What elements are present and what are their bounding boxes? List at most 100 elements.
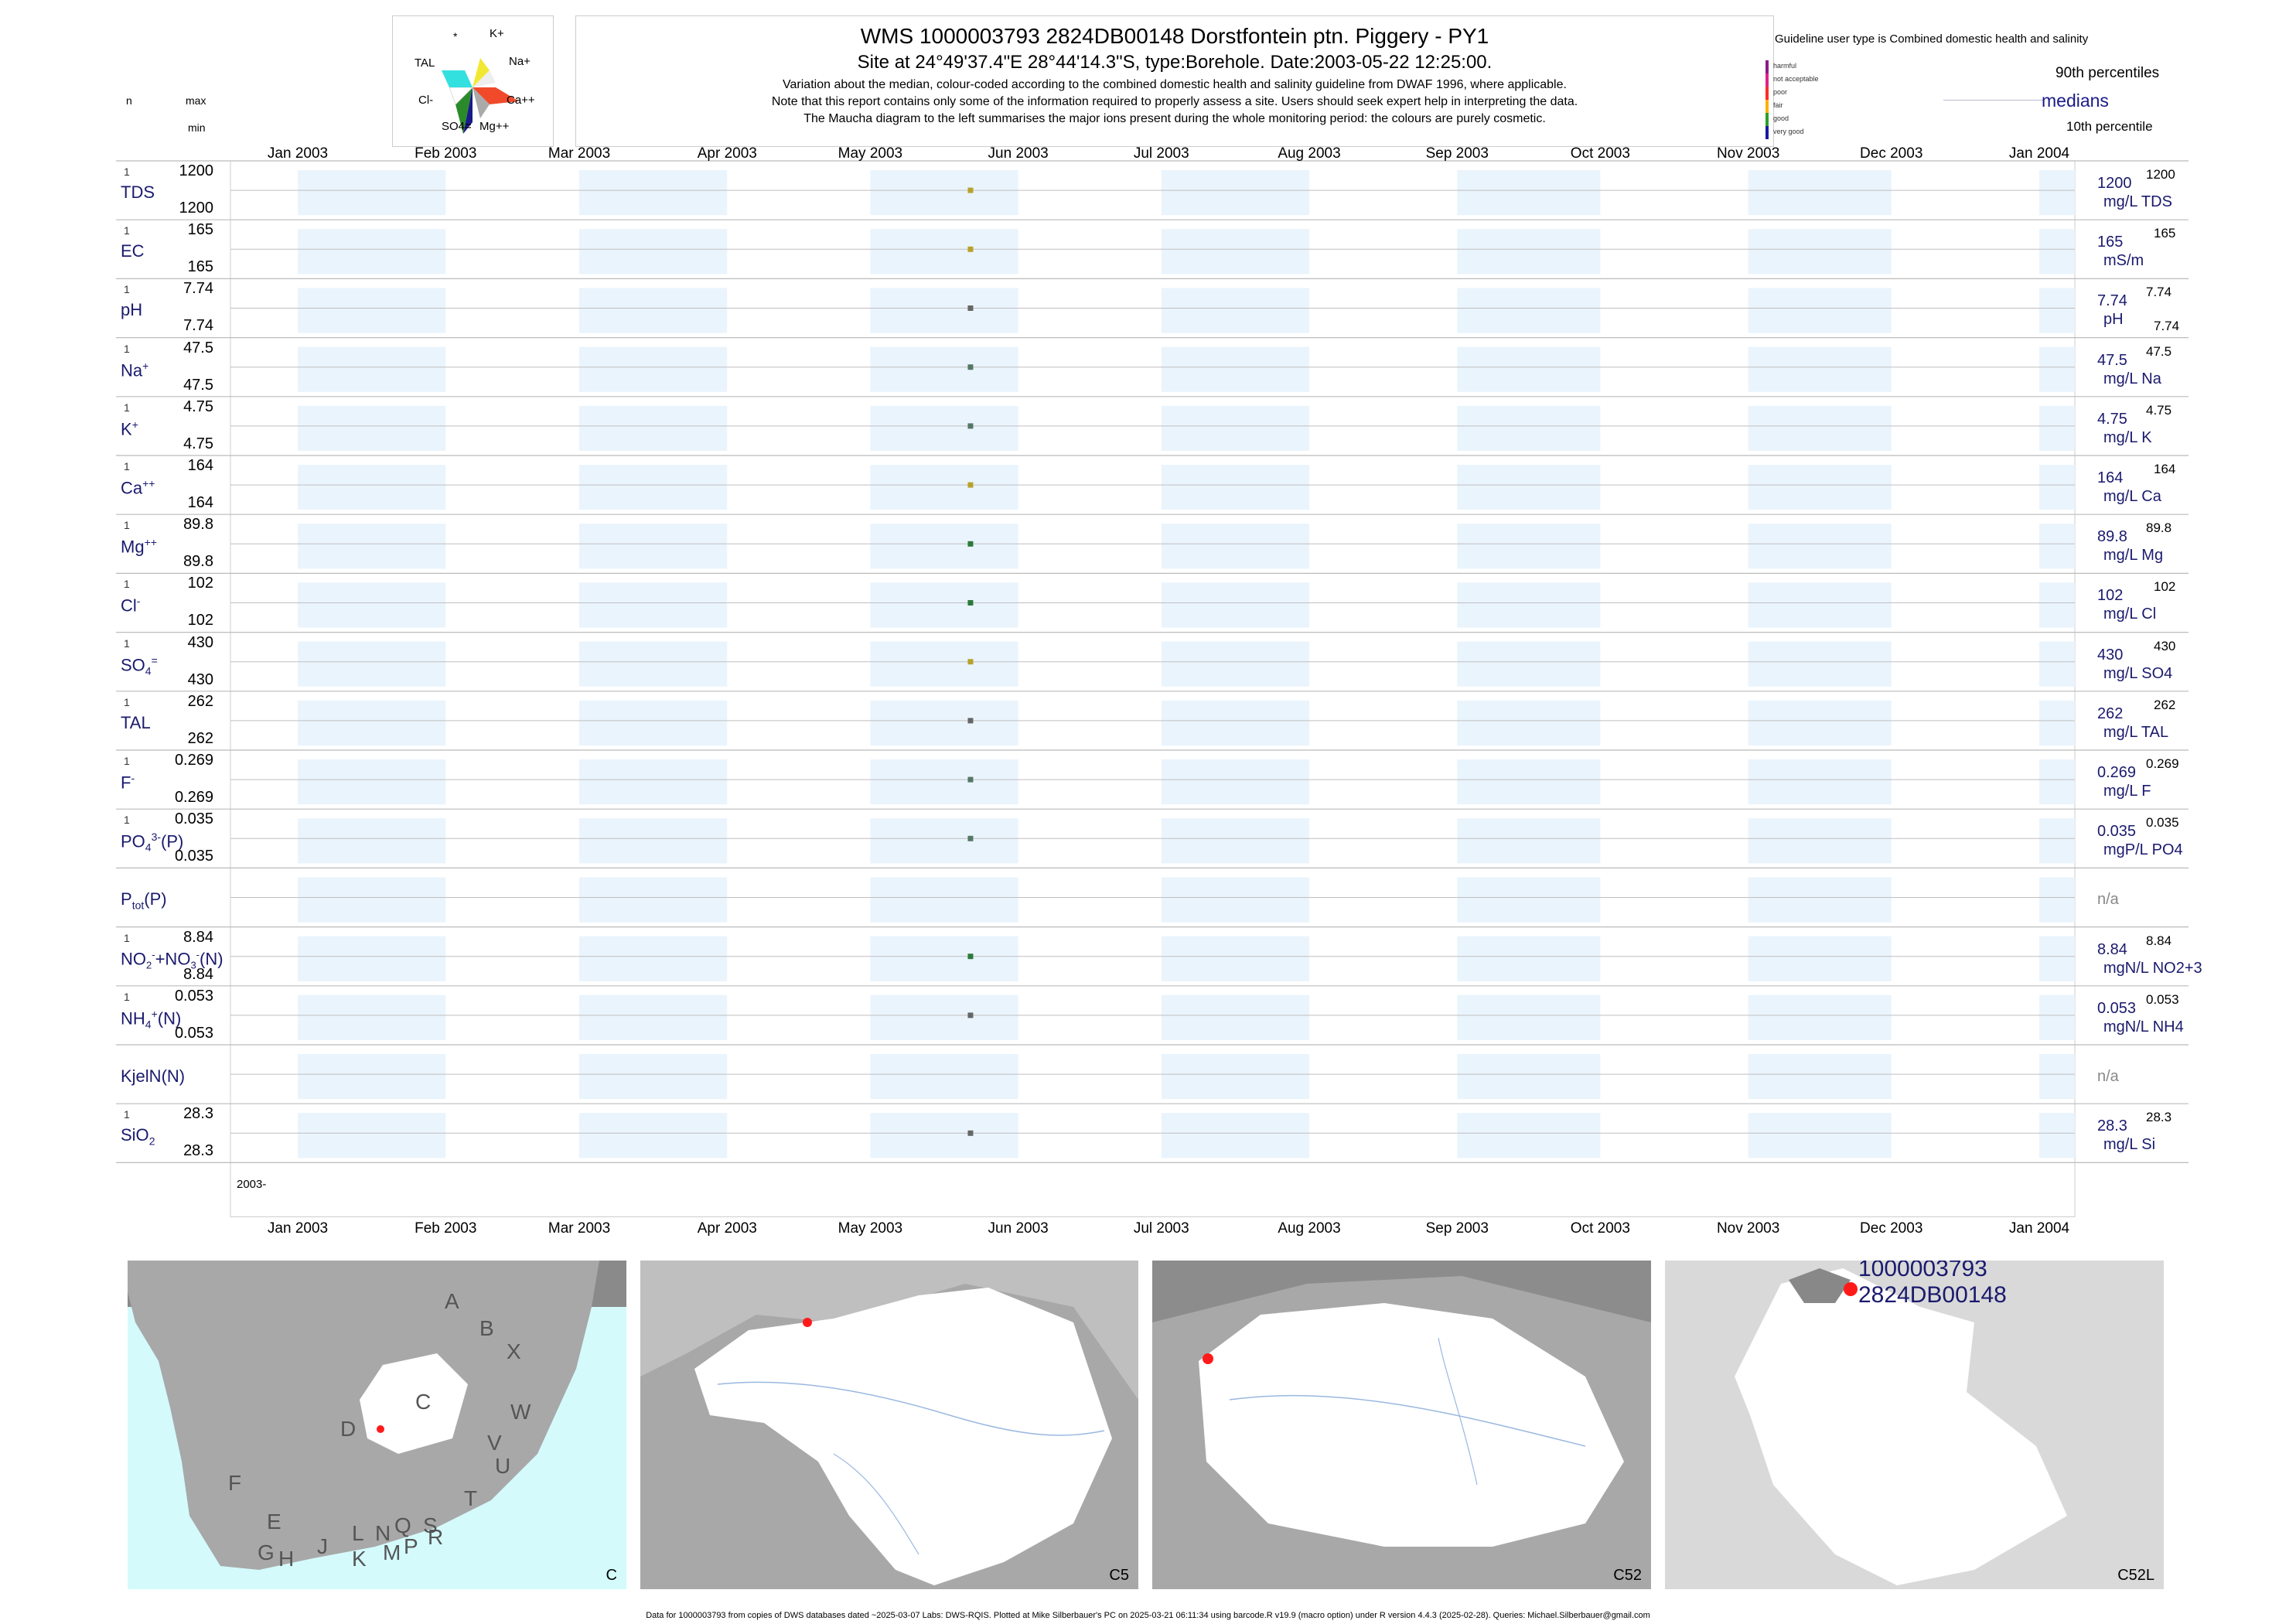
month-band [298, 170, 446, 216]
month-band [1457, 818, 1601, 864]
median-point [967, 246, 974, 252]
row-max-value: 0.035 [174, 810, 213, 828]
determinand-label: F- [121, 772, 135, 793]
x-tick-label: Aug 2003 [1278, 1220, 1341, 1237]
x-tick-label: Jan 2003 [267, 1220, 329, 1237]
determinand-label: TDS [121, 183, 155, 202]
p90-value: 4.75 [2146, 402, 2172, 418]
maucha-label-tal: TAL [415, 56, 435, 70]
month-band [2039, 877, 2075, 923]
row-min-value: 28.3 [183, 1142, 213, 1160]
month-band [2039, 936, 2075, 981]
determinand-label: SiO2 [121, 1125, 155, 1148]
median-value: 0.035 [2097, 823, 2137, 841]
row-min-value: 164 [187, 494, 213, 511]
x-tick-label: Mar 2003 [548, 145, 611, 162]
row-min-value: 4.75 [183, 435, 213, 452]
month-band [298, 936, 446, 981]
sample-count: 1 [124, 636, 130, 650]
region-label: E [267, 1510, 281, 1534]
month-band [1748, 346, 1892, 392]
unit-label: mg/L K [2103, 428, 2152, 446]
month-band [1161, 641, 1310, 687]
month-band [579, 700, 728, 745]
month-band [298, 582, 446, 628]
median-value: 8.84 [2097, 940, 2127, 958]
month-band [579, 288, 728, 333]
unit-label: mg/L Si [2103, 1136, 2156, 1154]
month-band [870, 641, 1018, 687]
row-min-value: 1200 [179, 200, 214, 217]
row-min-value: 0.269 [174, 789, 213, 806]
month-band [579, 582, 728, 628]
region-label: U [495, 1454, 511, 1478]
month-band [1748, 524, 1892, 569]
median-value: 165 [2097, 234, 2124, 251]
region-label: K [352, 1547, 367, 1571]
region-label: S [423, 1513, 438, 1537]
median-value: 0.053 [2097, 999, 2137, 1017]
map-label-c52: C52 [1613, 1567, 1642, 1584]
legend-color-bar [1765, 100, 1769, 113]
sample-count: 1 [124, 814, 130, 827]
month-band [1161, 759, 1310, 805]
x-tick-label: Apr 2003 [697, 145, 757, 162]
region-label: W [510, 1400, 531, 1424]
determinand-label: Ca++ [121, 477, 155, 498]
median-value: 89.8 [2097, 528, 2127, 546]
legend-color-bar [1765, 60, 1769, 73]
maucha-diagram-box: * K+ Na+ Ca++ Mg++ SO4= Cl- TAL [392, 15, 554, 147]
sample-count: 1 [124, 578, 130, 591]
row-max-value: 89.8 [183, 516, 213, 534]
legend-color-bar [1765, 87, 1769, 100]
month-band [298, 1113, 446, 1158]
unit-label: mg/L TAL [2103, 723, 2169, 741]
south-africa-basemap [128, 1261, 626, 1570]
month-band [1161, 877, 1310, 923]
region-label: L [352, 1521, 364, 1545]
x-tick-label: Jan 2003 [267, 145, 329, 162]
unit-label: mgP/L PO4 [2103, 841, 2183, 859]
map-label-c: C [606, 1567, 617, 1584]
month-band [1457, 582, 1601, 628]
month-band [1457, 641, 1601, 687]
region-label: A [445, 1289, 459, 1313]
median-value: 0.269 [2097, 764, 2137, 781]
month-band [298, 465, 446, 510]
row-max-value: 430 [187, 633, 213, 651]
month-band [1161, 1113, 1310, 1158]
region-label: M [383, 1540, 401, 1564]
barcode-chart [116, 160, 2189, 1217]
sample-count: 1 [124, 165, 130, 178]
month-band [1748, 1113, 1892, 1158]
maucha-label-na: Na+ [509, 55, 531, 68]
x-tick-label: Feb 2003 [415, 145, 477, 162]
note-2: Note that this report contains only some… [771, 95, 1578, 108]
month-band [1457, 524, 1601, 569]
month-band [1457, 877, 1601, 923]
c5-basemap [640, 1261, 1138, 1589]
determinand-label: EC [121, 241, 145, 261]
note-1: Variation about the median, colour-coded… [783, 78, 1567, 91]
p10-label: 10th percentile [2066, 119, 2153, 134]
determinand-label: Cl- [121, 595, 141, 616]
month-band [870, 465, 1018, 510]
month-band [1161, 936, 1310, 981]
p90-value: 1200 [2146, 167, 2175, 182]
month-band [1457, 170, 1601, 216]
p90-value: 0.035 [2146, 815, 2179, 831]
x-tick-label: Jul 2003 [1133, 145, 1189, 162]
x-tick-label: Jun 2003 [988, 145, 1049, 162]
determinand-label: NH4+(N) [121, 1007, 182, 1031]
x-tick-label: Oct 2003 [1570, 1220, 1630, 1237]
month-band [1161, 1054, 1310, 1100]
month-band [298, 405, 446, 451]
month-band [870, 877, 1018, 923]
sample-count: 1 [124, 931, 130, 944]
p90-value: 89.8 [2146, 520, 2172, 536]
month-band [2039, 524, 2075, 569]
median-value: 28.3 [2097, 1117, 2127, 1135]
sample-count: 1 [124, 519, 130, 532]
median-line-sample [1943, 100, 2044, 101]
